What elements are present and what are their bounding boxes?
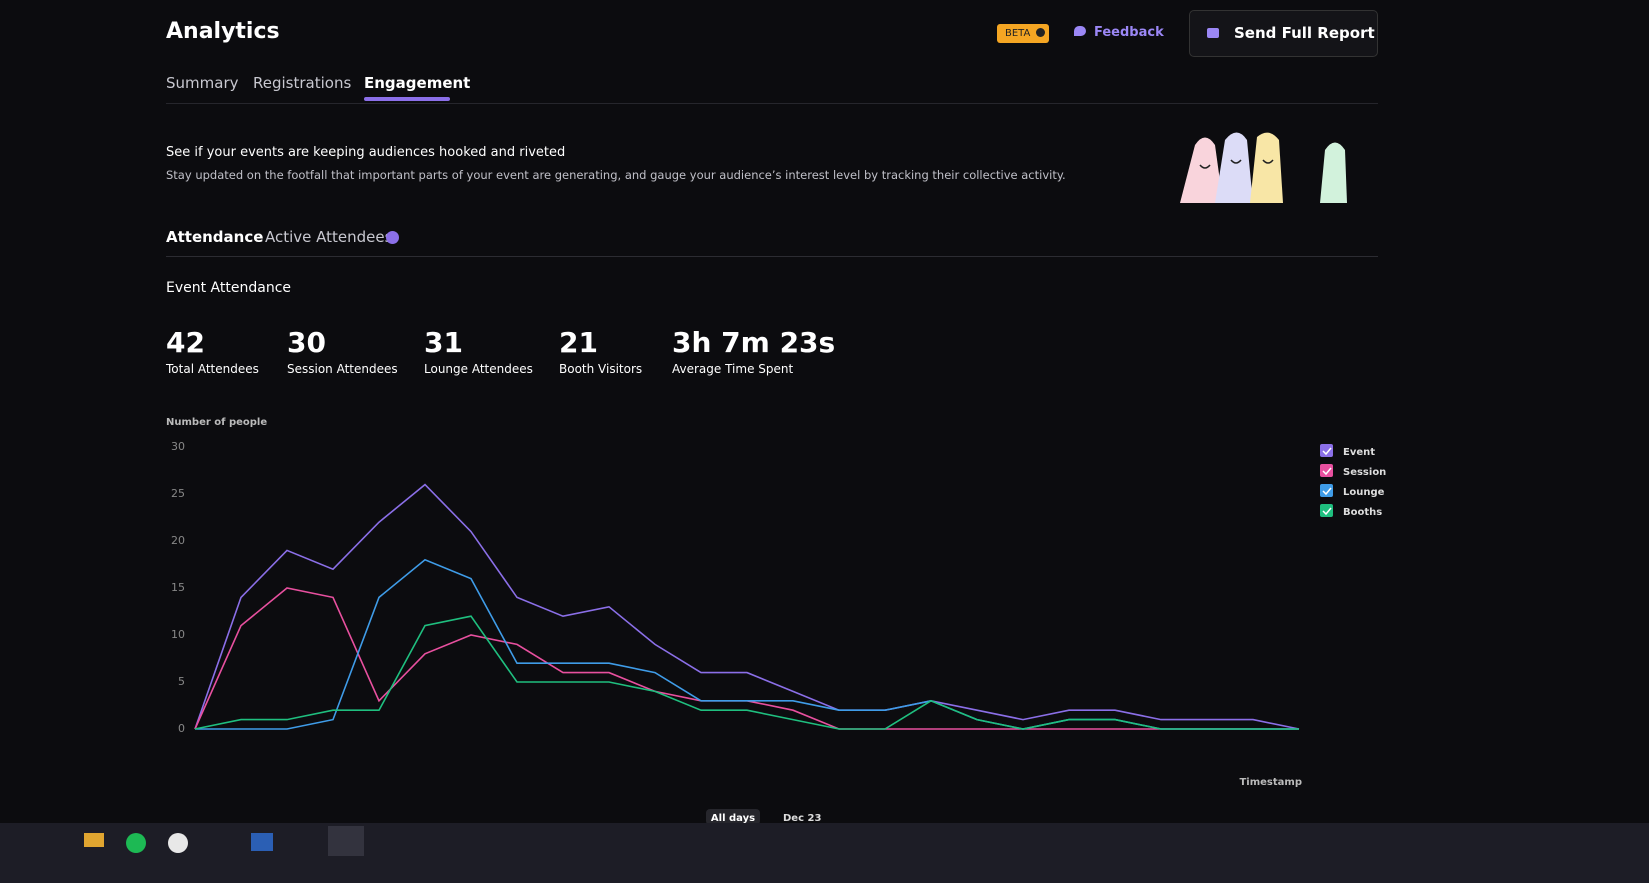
stat-value: 31: [424, 326, 463, 359]
legend-checkbox[interactable]: [1320, 504, 1333, 517]
stat-value: 30: [287, 326, 326, 359]
day-filter[interactable]: Dec 23: [783, 813, 822, 824]
subtab[interactable]: Active Attendees: [265, 228, 393, 246]
subtab-active[interactable]: Attendance: [166, 228, 264, 246]
legend-label[interactable]: Event: [1343, 447, 1375, 458]
tab[interactable]: Registrations: [253, 74, 352, 92]
y-tick-label: 15: [171, 581, 185, 594]
line-series: [194, 483, 1300, 730]
legend-checkbox[interactable]: [1320, 484, 1333, 497]
legend-check: [1322, 487, 1332, 496]
report-button[interactable]: Send Full Report: [1189, 10, 1378, 57]
y-tick-label: 5: [178, 675, 185, 688]
line-series: [195, 558, 1299, 730]
legend-checkbox[interactable]: [1320, 444, 1333, 457]
x-axis-label: Timestamp: [1239, 777, 1302, 788]
tab-underline: [364, 97, 450, 101]
feedback-icon: [1074, 26, 1086, 36]
stat-value: 21: [559, 326, 598, 359]
legend-label[interactable]: Session: [1343, 467, 1386, 478]
y-tick-label: 10: [171, 628, 185, 641]
y-tick-label: 0: [178, 722, 185, 735]
stat-label: Booth Visitors: [559, 362, 643, 376]
taskbar-icon-active[interactable]: [328, 826, 364, 856]
line-series: [194, 615, 1299, 730]
page-title: Analytics: [166, 19, 280, 44]
intro-heading: See if your events are keeping audiences…: [166, 145, 566, 160]
tab-active[interactable]: Engagement: [364, 74, 471, 92]
badge-icon: [1036, 28, 1046, 37]
chart: Number of people Timestamp 0 5 10 15 20 25 30 Eve…: [166, 417, 1386, 788]
taskbar-icon[interactable]: [168, 833, 188, 853]
stat-value: 42: [166, 326, 205, 359]
day-filter-active[interactable]: All days: [706, 809, 760, 825]
stat-label: Session Attendees: [287, 362, 398, 376]
intro-description: Stay updated on the footfall that import…: [166, 168, 1066, 182]
tab[interactable]: Summary: [166, 74, 239, 92]
section-title: Event Attendance: [166, 280, 292, 296]
divider: [166, 256, 1378, 257]
report-button-text: Send Full Report: [1234, 24, 1375, 42]
y-axis-label: Number of people: [166, 417, 267, 428]
stat-label: Lounge Attendees: [424, 362, 533, 376]
stat-label: Average Time Spent: [672, 362, 794, 376]
legend-label[interactable]: Lounge: [1343, 487, 1385, 498]
divider: [166, 103, 1378, 104]
taskbar-icon[interactable]: [251, 833, 273, 851]
legend-checkbox[interactable]: [1320, 464, 1333, 477]
feedback-text: Feedback: [1094, 25, 1164, 40]
legend-label[interactable]: Booths: [1343, 507, 1382, 518]
y-tick-label: 20: [171, 534, 185, 547]
feedback-link[interactable]: Feedback: [1074, 25, 1164, 40]
taskbar-icon[interactable]: [84, 833, 104, 847]
beta-badge: BETA: [997, 24, 1049, 43]
info-icon[interactable]: [386, 231, 399, 244]
legend-check: [1322, 507, 1332, 516]
stat-label: Total Attendees: [166, 362, 259, 376]
taskbar: [0, 823, 1649, 883]
illustration: [1180, 132, 1347, 203]
y-tick-label: 25: [171, 487, 185, 500]
stat-value: 3h 7m 23s: [672, 326, 836, 359]
mail-icon: [1207, 28, 1219, 38]
y-tick-label: 30: [171, 440, 185, 453]
taskbar-icon[interactable]: [126, 833, 146, 853]
line-series: [194, 587, 1299, 730]
legend-check: [1322, 447, 1332, 456]
badge-text: BETA: [1005, 28, 1031, 39]
legend-check: [1322, 467, 1332, 476]
